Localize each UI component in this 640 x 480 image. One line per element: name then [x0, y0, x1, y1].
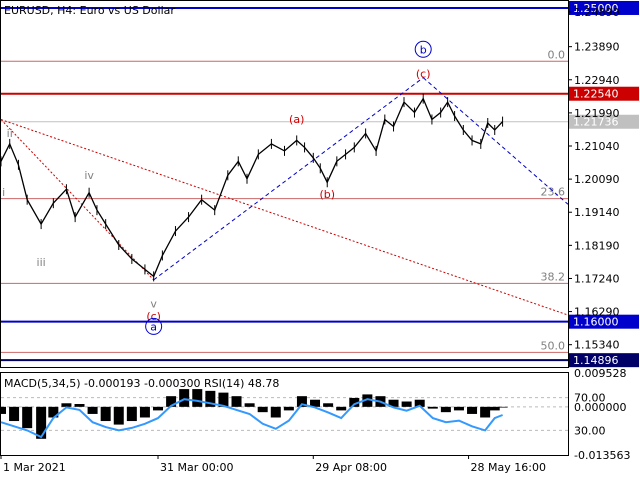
- wave-label-circle: [414, 40, 432, 58]
- price-tick-label: 1.21040: [574, 140, 620, 153]
- wave-label: iii: [37, 256, 46, 269]
- macd-histogram-bar: [100, 406, 111, 422]
- macd-histogram-bar: [453, 406, 464, 411]
- macd-histogram-bar: [126, 406, 137, 422]
- wave-label: (b): [319, 188, 335, 201]
- macd-histogram-bar: [166, 396, 177, 407]
- macd-histogram-bar: [401, 401, 412, 407]
- trendline: [0, 119, 155, 281]
- level-price-label: 1.14896: [573, 354, 619, 367]
- indicator-frame: [0, 372, 569, 456]
- chart-title: EURUSD, H4: Euro vs US Dollar: [4, 4, 175, 17]
- level-price-label: 1.25000: [573, 2, 619, 15]
- macd-histogram-bar: [87, 406, 98, 414]
- time-tick-label: 29 Apr 08:00: [315, 461, 387, 474]
- macd-histogram-bar: [179, 389, 190, 407]
- macd-histogram-bar: [153, 406, 164, 411]
- price-line: [0, 97, 504, 278]
- macd-histogram-bar: [310, 399, 321, 407]
- macd-histogram-bar: [296, 396, 307, 407]
- wave-label: v: [150, 298, 157, 311]
- level-price-box: [569, 314, 639, 329]
- macd-histogram-bar: [497, 406, 508, 408]
- wave-label-circle: [145, 317, 163, 335]
- macd-histogram-bar: [270, 406, 281, 418]
- wave-label: a: [150, 320, 157, 333]
- macd-histogram-bar: [480, 406, 491, 418]
- level-price-box: [569, 353, 639, 368]
- macd-histogram-bar: [414, 399, 425, 407]
- level-price-label: 1.16000: [573, 316, 619, 329]
- macd-histogram-bar: [362, 394, 373, 407]
- fibonacci-label: 50.0: [541, 339, 566, 352]
- macd-histogram-bar: [61, 403, 72, 407]
- time-tick-label: 28 May 16:00: [471, 461, 546, 474]
- macd-histogram-bar: [218, 392, 229, 407]
- macd-histogram-bar: [244, 403, 255, 407]
- price-tick-label: 1.24890: [574, 6, 620, 19]
- price-tick-label: 1.21990: [574, 107, 620, 120]
- wave-label: (a): [289, 113, 304, 126]
- price-tick-label: 1.23890: [574, 41, 620, 54]
- time-tick-label: 1 Mar 2021: [3, 461, 66, 474]
- macd-histogram-bar: [257, 406, 268, 413]
- indicator-scale-label: 0.009528: [574, 367, 627, 380]
- macd-histogram-bar: [231, 396, 242, 407]
- current-price-box: [569, 114, 639, 129]
- level-price-box: [569, 86, 639, 101]
- price-tick-label: 1.18190: [574, 239, 620, 252]
- macd-histogram-bar: [283, 406, 294, 411]
- wave-label: iv: [84, 169, 94, 182]
- indicator-title: MACD(5,34,5) -0.000193 -0.000300 RSI(14)…: [4, 377, 279, 390]
- price-tick-label: 1.19140: [574, 206, 620, 219]
- fibonacci-label: 23.6: [541, 186, 566, 199]
- macd-histogram-bar: [192, 389, 203, 407]
- wave-label: ii: [7, 127, 13, 140]
- indicator-scale-label: 30.00: [574, 424, 606, 437]
- macd-histogram-bar: [489, 406, 500, 411]
- main-chart-frame: [0, 0, 569, 368]
- price-tick-label: 1.16290: [574, 306, 620, 319]
- level-price-label: 1.22540: [573, 88, 619, 101]
- macd-histogram-bar: [9, 406, 20, 422]
- macd-histogram-bar: [139, 406, 150, 418]
- macd-histogram-bar: [48, 406, 59, 418]
- price-tick-label: 1.15340: [574, 339, 620, 352]
- wave-label: (c): [416, 68, 431, 81]
- macd-histogram-bar: [349, 397, 360, 407]
- macd-histogram-bar: [74, 403, 85, 407]
- fibonacci-label: 0.0: [548, 48, 566, 61]
- macd-histogram-bar: [36, 406, 47, 439]
- macd-histogram-bar: [440, 406, 451, 413]
- macd-histogram-bar: [467, 406, 478, 414]
- current-price-label: 1.21736: [573, 116, 619, 129]
- trendline: [422, 77, 569, 205]
- macd-histogram-bar: [388, 399, 399, 407]
- macd-histogram-bar: [323, 403, 334, 407]
- trendline: [153, 77, 424, 281]
- macd-histogram-bar: [113, 406, 124, 425]
- indicator-scale-label: 0.000000: [574, 401, 627, 414]
- time-tick-label: 31 Mar 00:00: [160, 461, 233, 474]
- macd-histogram-bar: [336, 406, 347, 411]
- macd-histogram-bar: [0, 406, 6, 414]
- macd-histogram-bar: [427, 406, 438, 409]
- wave-label: b: [420, 43, 427, 56]
- fibonacci-label: 38.2: [541, 270, 566, 283]
- wave-label: i: [2, 186, 5, 199]
- level-price-box: [569, 0, 639, 15]
- price-tick-label: 1.22940: [574, 74, 620, 87]
- indicator-scale-label: -0.013563: [574, 449, 630, 462]
- macd-histogram-bar: [205, 390, 216, 407]
- macd-histogram-bar: [22, 406, 33, 429]
- price-tick-label: 1.17240: [574, 272, 620, 285]
- rsi-line: [0, 398, 503, 439]
- indicator-scale-label: 70.00: [574, 392, 606, 405]
- price-tick-label: 1.20090: [574, 173, 620, 186]
